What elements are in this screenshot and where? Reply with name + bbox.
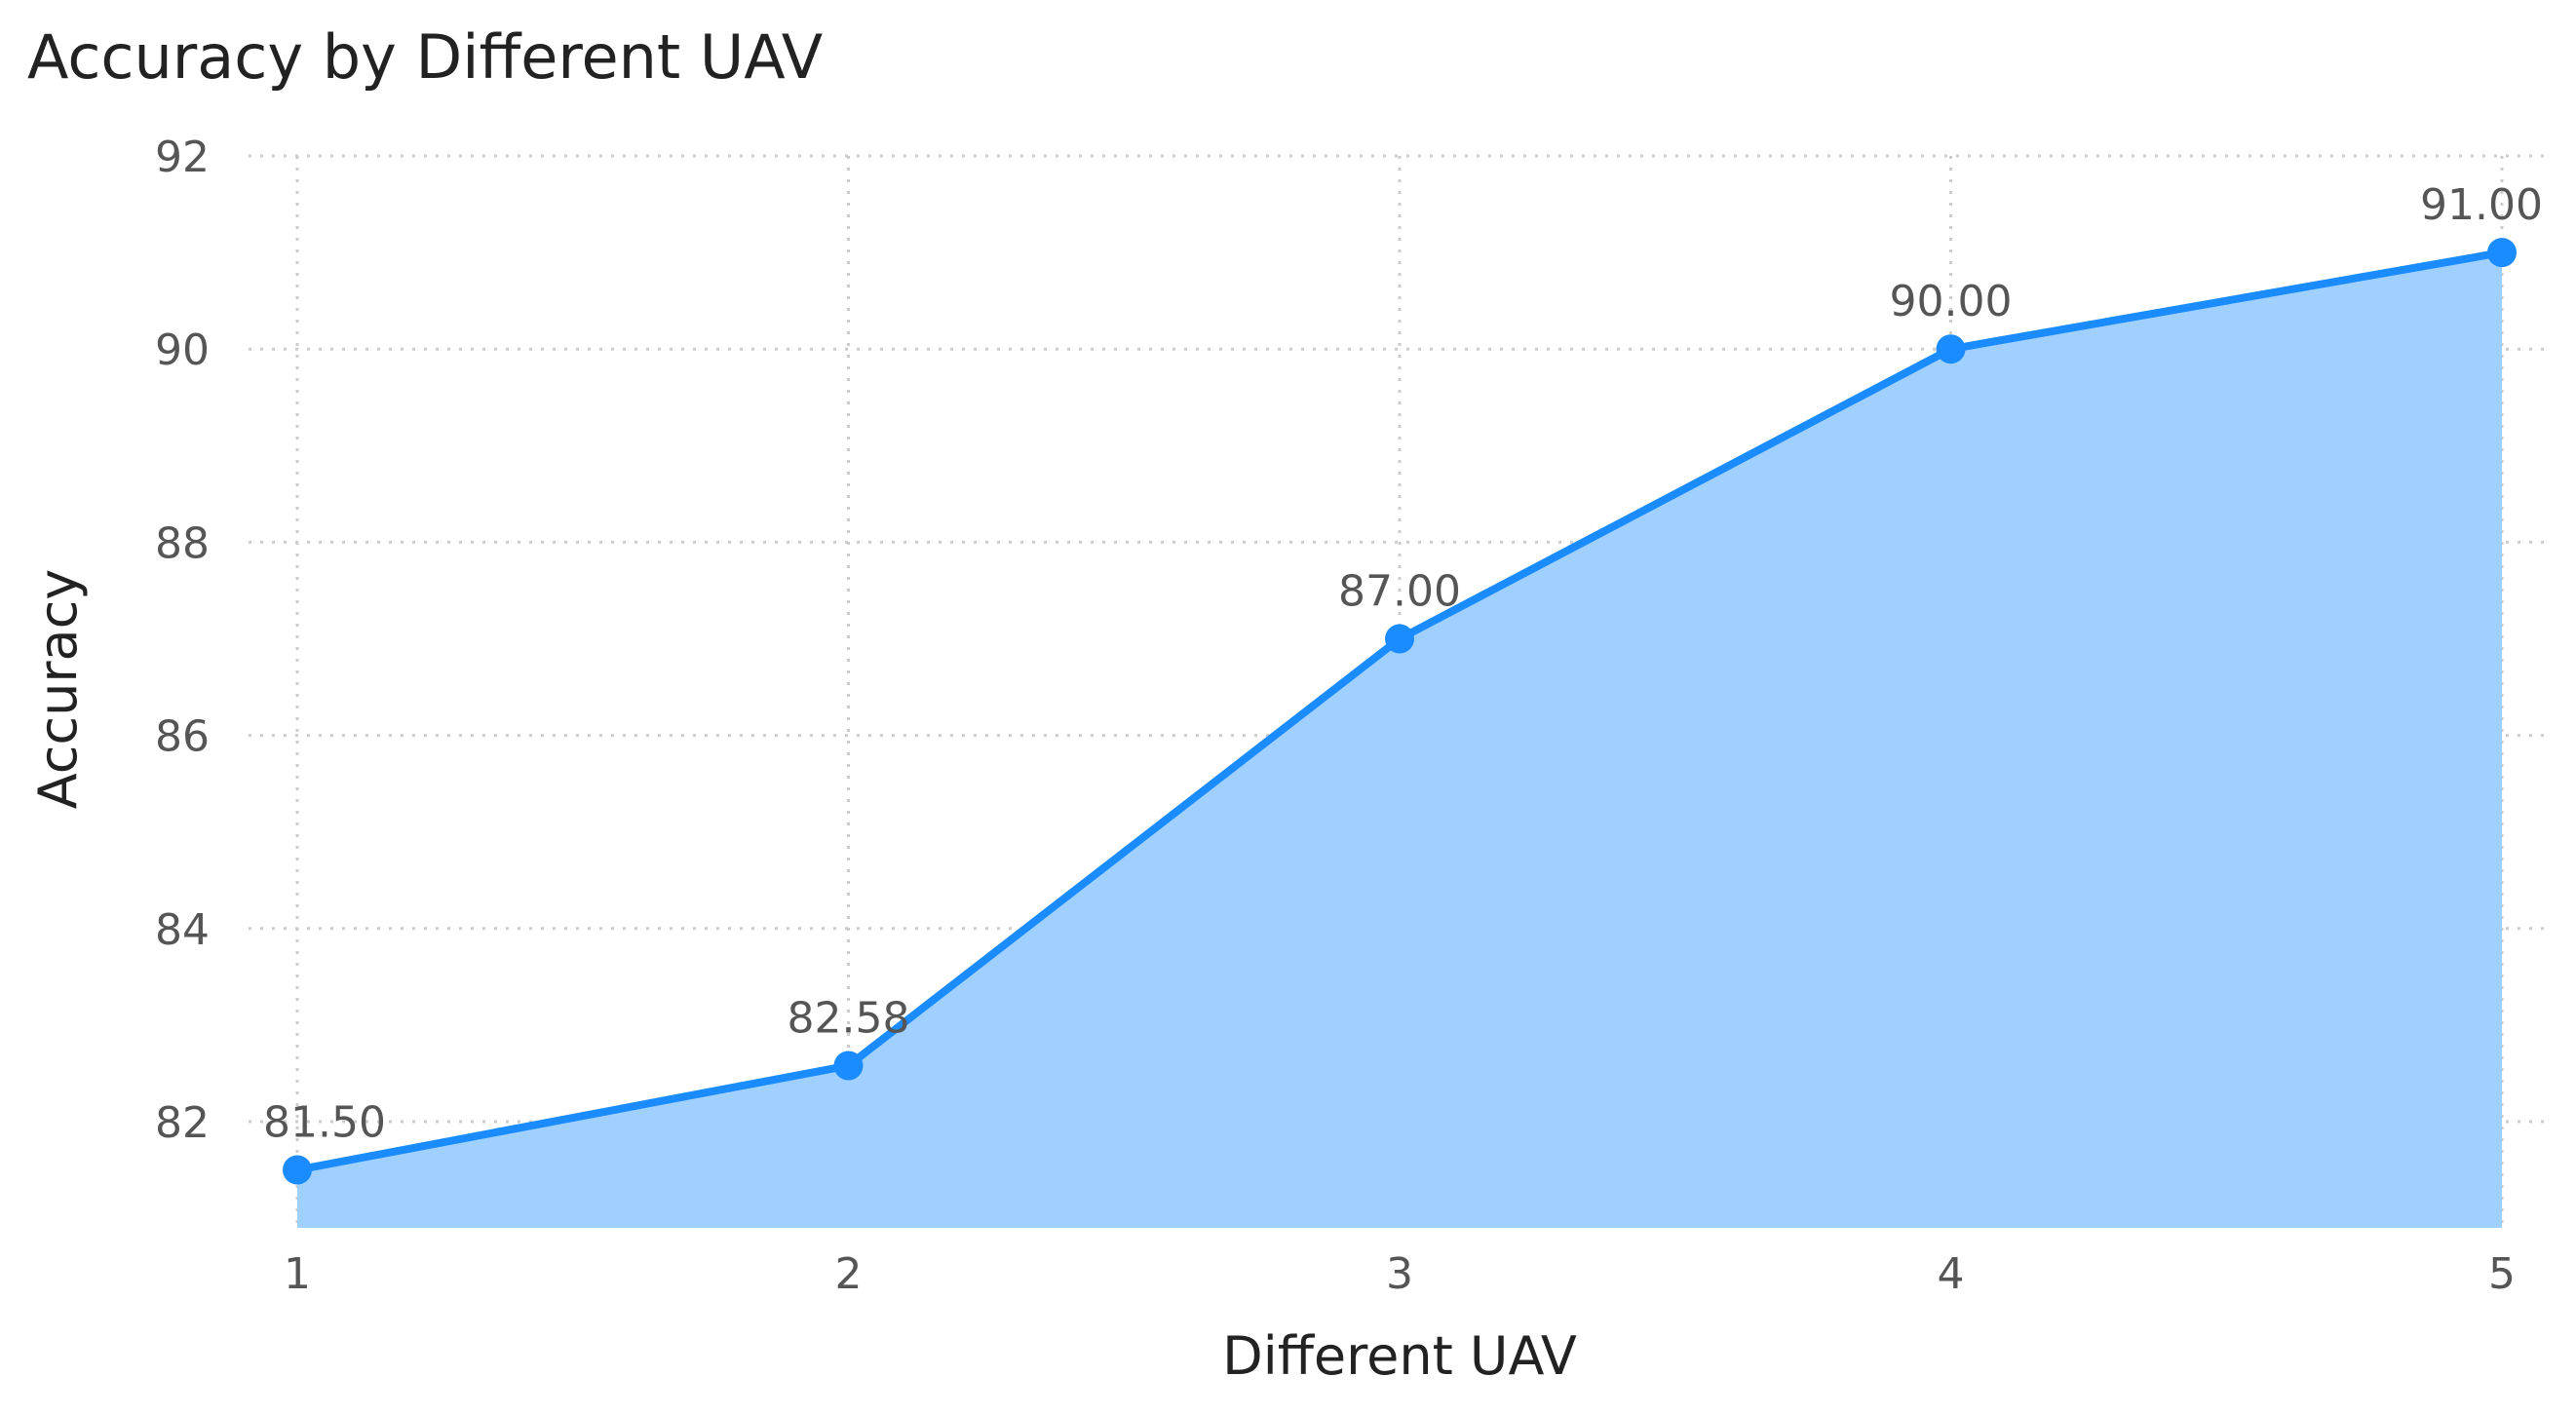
x-tick-label: 4: [1938, 1249, 1965, 1299]
chart-title: Accuracy by Different UAV: [27, 21, 823, 93]
x-axis-ticks: 1 2 3 4 5: [284, 1249, 2516, 1299]
x-tick-label: 5: [2488, 1249, 2516, 1299]
data-label-3: 87.00: [1338, 566, 1461, 616]
y-tick-label: 92: [155, 133, 210, 182]
data-label-5: 91.00: [2420, 180, 2543, 230]
y-tick-label: 82: [155, 1098, 210, 1148]
y-axis-ticks: 82 84 86 88 90 92: [155, 133, 210, 1148]
data-point-5: [2487, 238, 2517, 268]
data-point-4: [1936, 334, 1966, 364]
x-axis-label: Different UAV: [1222, 1325, 1577, 1387]
x-tick-label: 3: [1386, 1249, 1413, 1299]
y-tick-label: 88: [155, 518, 210, 568]
y-tick-label: 84: [155, 905, 210, 955]
data-point-3: [1385, 624, 1414, 654]
x-tick-label: 2: [835, 1249, 863, 1299]
area-fill: [297, 252, 2502, 1228]
data-labels: 81.50 82.58 87.00 90.00 91.00: [263, 180, 2543, 1147]
data-label-4: 90.00: [1890, 277, 2013, 326]
x-tick-label: 1: [284, 1249, 311, 1299]
data-label-2: 82.58: [788, 994, 910, 1044]
data-markers: [283, 238, 2517, 1185]
y-axis-label: Accuracy: [27, 569, 89, 810]
data-point-1: [283, 1155, 312, 1185]
data-point-2: [833, 1051, 864, 1081]
data-label-1: 81.50: [263, 1098, 386, 1148]
y-tick-label: 90: [155, 325, 210, 375]
y-tick-label: 86: [155, 712, 210, 762]
